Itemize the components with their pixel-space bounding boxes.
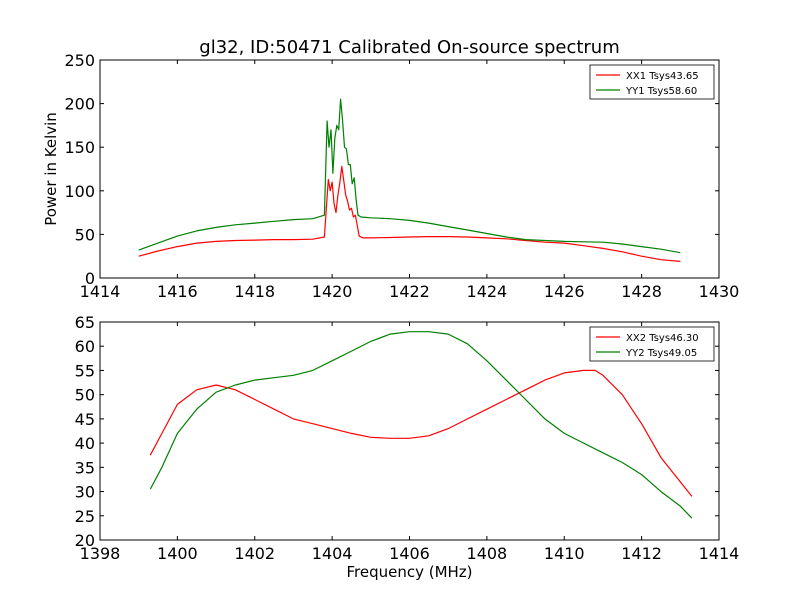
panel-1-x-tick-label: 1428 [621,282,662,301]
panel-1-x-tick-label: 1414 [80,282,121,301]
panel-1-y-tick-label: 50 [75,225,95,244]
panel-2-y-tick-label: 45 [75,410,95,429]
panel-2-legend-label-1: XX2 Tsys46.30 [626,333,699,344]
panel-2-y-tick-label: 55 [75,361,95,380]
panel-1-x-tick-label: 1424 [467,282,508,301]
panel-2-y-tick-label: 20 [75,531,95,550]
panel-2-series-line-1 [149,369,693,497]
panel-1-x-tick-label: 1418 [234,282,275,301]
panel-1-x-tick-label: 1430 [699,282,740,301]
panel-2-y-tick-label: 65 [75,313,95,332]
panel-2-y-tick-label: 40 [75,434,95,453]
panel-1-x-tick-label: 1426 [544,282,585,301]
panel-1-legend-label-2: YY1 Tsys58.60 [625,86,697,97]
panel-2-x-tick-label: 1404 [312,544,353,563]
panel-2-x-tick-label: 1400 [157,544,198,563]
panel-2-y-tick-label: 50 [75,386,95,405]
panel-1-y-tick-label: 250 [64,51,95,70]
panel-1-y-tick-label: 100 [64,182,95,201]
panel-1-y-axis-label: Power in Kelvin [42,112,60,226]
panel-2-x-axis-label: Frequency (MHz) [346,563,472,581]
panel-2-legend-label-2: YY2 Tsys49.05 [625,348,697,359]
panel-2-x-tick-label: 1398 [80,544,121,563]
panel-1-legend-box [589,64,715,100]
panel-2-series-line-2 [149,331,693,519]
panel-2-x-tick-label: 1402 [234,544,275,563]
panel-1-x-tick-label: 1420 [312,282,353,301]
panel-2-y-tick-label: 25 [75,507,95,526]
panel-1-y-tick-label: 200 [64,95,95,114]
panel-1-series-line-2 [138,98,681,254]
panel-1-series-line-1 [138,165,681,262]
panel-2-x-tick-label: 1408 [467,544,508,563]
panel-1-y-tick-label: 150 [64,138,95,157]
panel-2-x-tick-label: 1412 [621,544,662,563]
panel-2-x-tick-label: 1406 [389,544,430,563]
panel-2-y-tick-label: 30 [75,483,95,502]
panel-1-legend-label-1: XX1 Tsys43.65 [626,71,699,82]
panel-2-x-tick-label: 1410 [544,544,585,563]
panel-1-chart-title: gl32, ID:50471 Calibrated On-source spec… [199,37,619,58]
panel-2-y-tick-label: 60 [75,337,95,356]
panel-1-x-tick-label: 1422 [389,282,430,301]
panel-2-legend-box [589,326,715,362]
panel-2-x-tick-label: 1414 [699,544,740,563]
panel-1-x-tick-label: 1416 [157,282,198,301]
panel-1-y-tick-label: 0 [85,269,95,288]
panel-2-y-tick-label: 35 [75,458,95,477]
